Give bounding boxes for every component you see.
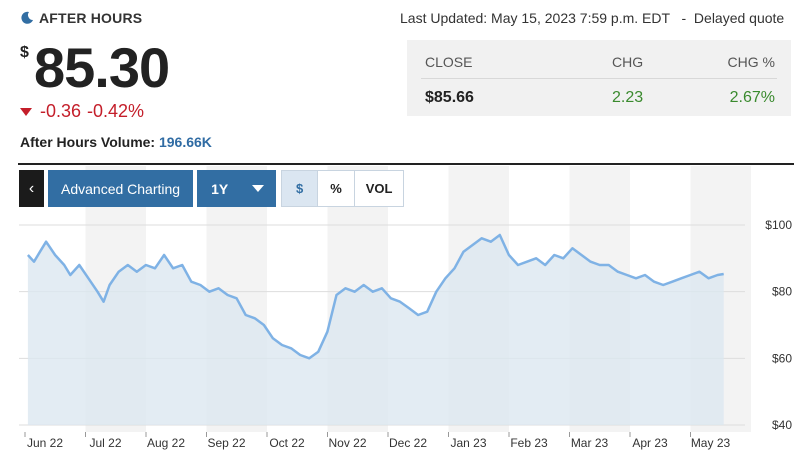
- x-tick-label: Apr 23: [632, 436, 668, 450]
- chg-pct-header: CHG %: [727, 54, 775, 70]
- session-label-text: AFTER HOURS: [39, 10, 143, 26]
- x-tick-label: Jan 23: [450, 436, 486, 450]
- after-hours-volume: After Hours Volume: 196.66K: [20, 134, 212, 150]
- x-tick-label: Feb 23: [510, 436, 548, 450]
- close-value: $85.66: [425, 89, 474, 106]
- x-tick-label: May 23: [691, 436, 731, 450]
- x-tick-label: Nov 22: [328, 436, 366, 450]
- x-tick-label: Jul 22: [89, 436, 121, 450]
- currency-symbol: $: [20, 44, 29, 61]
- range-select[interactable]: 1Y: [197, 170, 277, 207]
- delayed-quote-label: Delayed quote: [693, 10, 785, 26]
- after-hours-label: AFTER HOURS: [20, 10, 142, 26]
- chart-top-rule: [18, 163, 794, 165]
- last-updated-text: Last Updated: May 15, 2023 7:59 p.m. EDT: [400, 10, 670, 26]
- price-line: [26, 233, 724, 360]
- advanced-charting-button[interactable]: Advanced Charting: [48, 170, 194, 207]
- x-tick-label: Dec 22: [389, 436, 427, 450]
- x-tick-label: Aug 22: [147, 436, 185, 450]
- x-axis-labels: Jun 22 Jul 22 Aug 22 Sep 22 Oct 22 Nov 22 Dec …: [24, 432, 731, 450]
- volume-label: After Hours Volume:: [20, 134, 156, 150]
- y-tick-label: $100: [765, 218, 792, 232]
- table-divider: [421, 78, 777, 79]
- chg-header: CHG: [612, 54, 644, 70]
- x-tick-label: Sep 22: [207, 436, 245, 450]
- volume-toggle-button[interactable]: VOL: [354, 171, 404, 206]
- range-value: 1Y: [211, 180, 229, 197]
- x-tick-label: Mar 23: [571, 436, 609, 450]
- chart-toolbar: ‹ Advanced Charting 1Y $ % VOL: [19, 170, 405, 207]
- x-tick-label: Oct 22: [269, 436, 305, 450]
- price-value: 85.30: [34, 36, 170, 99]
- y-tick-label: $40: [772, 418, 792, 432]
- y-tick-label: $80: [772, 285, 792, 299]
- separator: -: [681, 10, 687, 26]
- y-axis-labels: $100 $80 $60 $40: [765, 218, 792, 432]
- dollar-mode-button[interactable]: $: [282, 171, 318, 206]
- last-updated: Last Updated: May 15, 2023 7:59 p.m. EDT…: [400, 10, 784, 26]
- close-header: CLOSE: [425, 54, 473, 70]
- chevron-left-icon[interactable]: ‹: [19, 170, 44, 207]
- volume-value: 196.66K: [158, 134, 212, 150]
- change-value: -0.36: [40, 101, 82, 121]
- close-summary-table: CLOSE CHG CHG % $85.66 2.23 2.67%: [407, 40, 791, 116]
- moon-icon: [21, 11, 33, 24]
- change-percent: -0.42%: [87, 101, 145, 121]
- price-area: [27, 235, 724, 425]
- y-tick-label: $60: [772, 351, 792, 365]
- x-tick-label: Jun 22: [27, 436, 63, 450]
- change-row: -0.36 -0.42%: [20, 101, 144, 122]
- percent-mode-button[interactable]: %: [317, 171, 355, 206]
- price-chart: $100 $80 $60 $40 Jun 22 Jul 22 Aug 22 Sep 22 Oc…: [19, 166, 792, 450]
- display-mode-group: $ % VOL: [281, 170, 405, 207]
- down-arrow-icon: [20, 107, 32, 116]
- chg-value: 2.23: [612, 89, 644, 106]
- caret-down-icon: [252, 185, 265, 192]
- chg-pct-value: 2.67%: [729, 89, 775, 106]
